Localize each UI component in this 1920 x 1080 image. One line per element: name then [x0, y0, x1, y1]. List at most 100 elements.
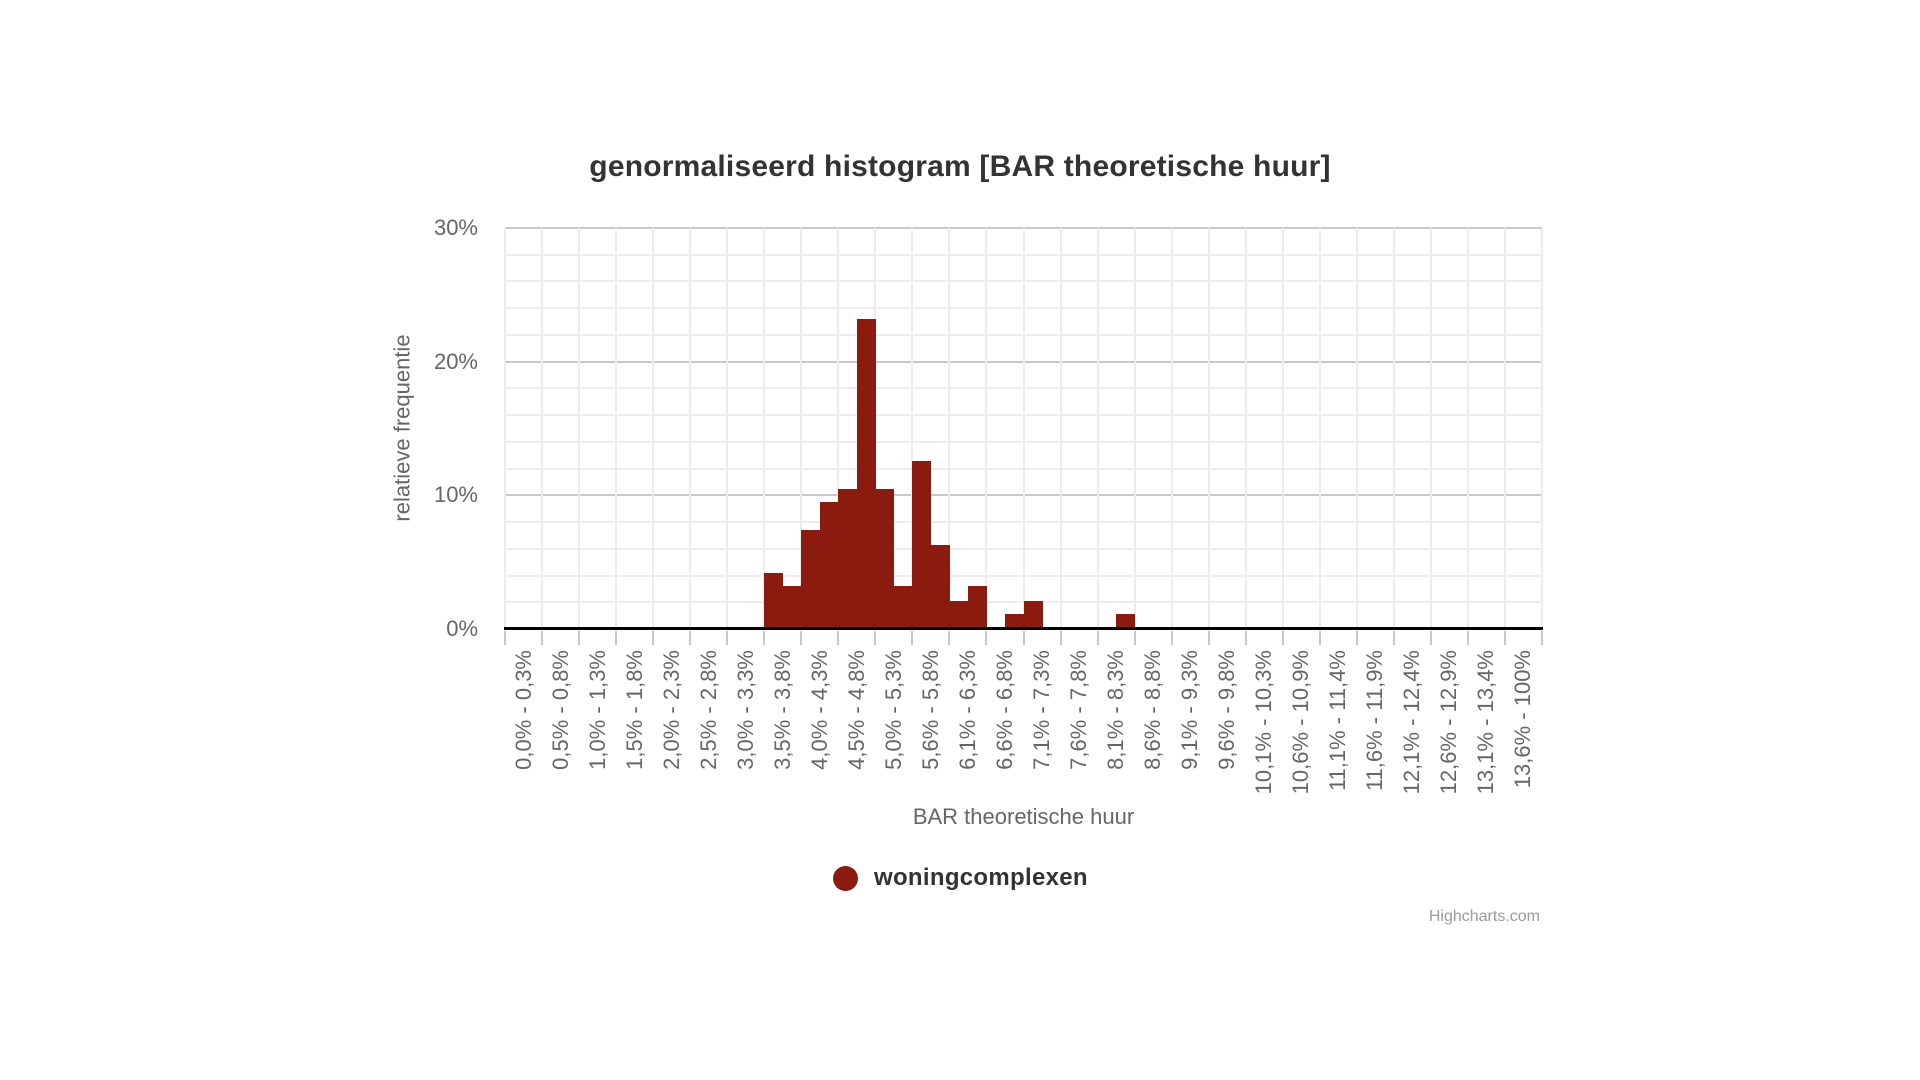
- histogram-bar[interactable]: [801, 530, 821, 629]
- y-axis-title: relatieve frequentie: [389, 334, 415, 522]
- x-gridline: [1207, 228, 1210, 629]
- histogram-bar[interactable]: [819, 502, 839, 629]
- x-tick-mark: [726, 631, 729, 645]
- x-gridline: [1429, 228, 1432, 629]
- x-gridline: [1392, 228, 1395, 629]
- highcharts-credits-link[interactable]: Highcharts.com: [1428, 908, 1540, 925]
- x-tick-mark: [541, 631, 544, 645]
- x-axis-label: 6,1% - 6,3%: [954, 650, 980, 770]
- x-gridline: [763, 228, 766, 629]
- x-axis-label: 2,0% - 2,3%: [658, 650, 684, 770]
- x-axis-label: 4,0% - 4,3%: [806, 650, 832, 770]
- x-tick-mark: [1429, 631, 1432, 645]
- x-tick-mark: [1281, 631, 1284, 645]
- x-tick-mark: [1318, 631, 1321, 645]
- x-tick-mark: [985, 631, 988, 645]
- x-gridline: [504, 228, 506, 629]
- x-axis-label: 10,6% - 10,9%: [1288, 650, 1314, 795]
- x-tick-mark: [874, 631, 877, 645]
- x-axis-label: 3,0% - 3,3%: [732, 650, 758, 770]
- x-tick-mark: [1355, 631, 1358, 645]
- x-gridline: [1318, 228, 1321, 629]
- x-tick-mark: [1244, 631, 1247, 645]
- x-tick-mark: [911, 631, 914, 645]
- x-gridline: [652, 228, 655, 629]
- x-axis-label: 7,1% - 7,3%: [1029, 650, 1055, 770]
- histogram-bar[interactable]: [1116, 614, 1136, 629]
- x-gridline: [541, 228, 544, 629]
- legend-marker-icon[interactable]: [833, 865, 858, 891]
- histogram-bar[interactable]: [764, 572, 784, 629]
- x-axis-label: 8,6% - 8,8%: [1140, 650, 1166, 770]
- y-axis-label: 30%: [433, 215, 478, 240]
- x-gridline: [1170, 228, 1173, 629]
- plot-area: [504, 227, 1543, 629]
- chart-title: genormaliseerd histogram [BAR theoretisc…: [589, 150, 1331, 183]
- histogram-bar[interactable]: [875, 488, 895, 629]
- x-gridline: [1503, 228, 1506, 629]
- histogram-bar[interactable]: [782, 586, 802, 629]
- x-tick-mark: [1096, 631, 1099, 645]
- x-tick-mark: [948, 631, 951, 645]
- legend-label[interactable]: woningcomplexen: [874, 864, 1088, 891]
- x-axis-label: 8,1% - 8,3%: [1103, 650, 1129, 770]
- y-axis-label: 20%: [433, 348, 478, 374]
- x-axis-label: 5,6% - 5,8%: [917, 650, 943, 770]
- x-axis-label: 13,1% - 13,4%: [1473, 650, 1499, 795]
- x-gridline: [1022, 228, 1025, 629]
- histogram-bar[interactable]: [1004, 614, 1024, 629]
- x-axis-label: 9,1% - 9,3%: [1177, 650, 1203, 770]
- y-axis-label: 0%: [446, 616, 478, 641]
- x-gridline: [1133, 228, 1136, 629]
- histogram-bar[interactable]: [893, 586, 913, 629]
- x-axis-label: 0,5% - 0,8%: [547, 650, 573, 770]
- x-tick-mark: [1207, 631, 1210, 645]
- x-axis-line: [504, 627, 1543, 630]
- x-tick-mark: [1392, 631, 1395, 645]
- x-tick-mark: [837, 631, 840, 645]
- x-tick-mark: [1466, 631, 1469, 645]
- histogram-bar[interactable]: [1023, 600, 1043, 629]
- x-gridline: [800, 228, 803, 629]
- x-gridline: [985, 228, 988, 629]
- x-axis-label: 11,1% - 11,4%: [1325, 650, 1351, 792]
- x-gridline: [1281, 228, 1284, 629]
- x-tick-mark: [652, 631, 655, 645]
- x-gridline: [615, 228, 618, 629]
- x-gridline: [689, 228, 692, 629]
- x-axis-label: 5,0% - 5,3%: [880, 650, 906, 770]
- x-tick-mark: [1133, 631, 1136, 645]
- y-axis-label: 10%: [433, 482, 478, 508]
- x-gridline: [1466, 228, 1469, 629]
- x-axis-label: 12,1% - 12,4%: [1399, 650, 1425, 795]
- histogram-bar[interactable]: [912, 460, 932, 629]
- x-gridline: [837, 228, 840, 629]
- x-gridline: [578, 228, 581, 629]
- x-axis-label: 2,5% - 2,8%: [695, 650, 721, 770]
- x-gridline: [1096, 228, 1099, 629]
- x-tick-mark: [504, 631, 506, 645]
- x-tick-mark: [1503, 631, 1506, 645]
- histogram-bar[interactable]: [838, 488, 858, 629]
- x-axis-label: 1,5% - 1,8%: [621, 650, 647, 770]
- histogram-bar[interactable]: [856, 318, 876, 629]
- x-gridline: [948, 228, 951, 629]
- x-axis-label: 13,6% - 100%: [1510, 650, 1536, 789]
- histogram-bar[interactable]: [967, 586, 987, 629]
- histogram-bar[interactable]: [930, 544, 950, 629]
- x-axis-title: BAR theoretische huur: [912, 804, 1135, 829]
- x-axis-label: 0,0% - 0,3%: [510, 650, 536, 770]
- x-tick-mark: [800, 631, 803, 645]
- x-gridline: [1059, 228, 1062, 629]
- x-tick-mark: [1541, 631, 1543, 645]
- x-tick-mark: [763, 631, 766, 645]
- legend-item-woningcomplexen[interactable]: woningcomplexen: [833, 864, 1088, 892]
- x-tick-mark: [578, 631, 581, 645]
- x-axis-label: 1,0% - 1,3%: [584, 650, 610, 770]
- x-tick-mark: [1022, 631, 1025, 645]
- x-tick-mark: [1170, 631, 1173, 645]
- x-gridline: [1355, 228, 1358, 629]
- x-axis-label: 12,6% - 12,9%: [1436, 650, 1462, 795]
- histogram-bar[interactable]: [949, 600, 969, 629]
